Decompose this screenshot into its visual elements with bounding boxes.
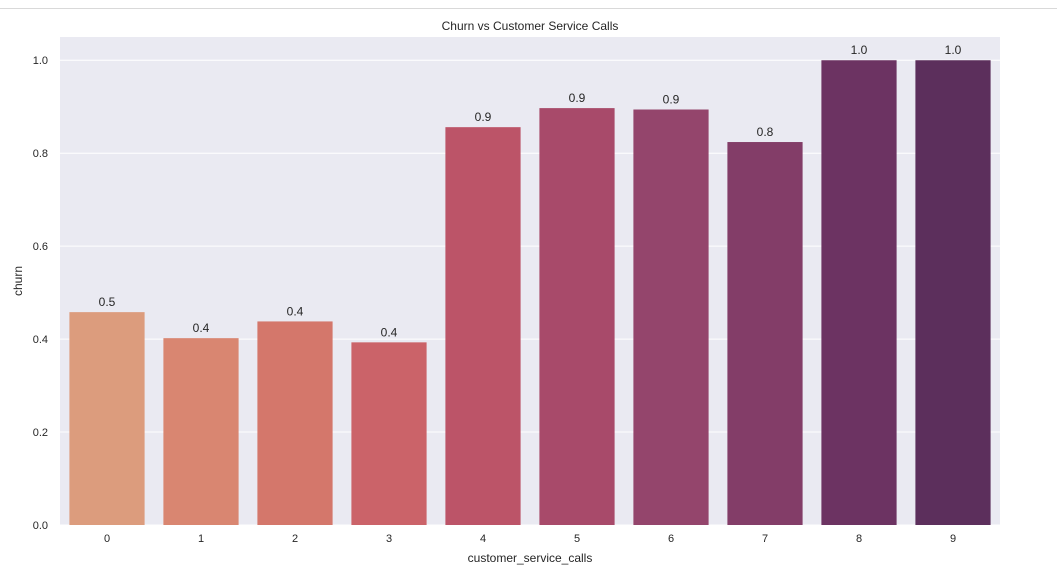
bar-value-label: 0.4 [381,325,398,339]
bar-value-label: 0.8 [757,125,774,139]
window-top-strip [0,0,1057,9]
bar-value-label: 0.9 [569,91,586,105]
bar [69,312,145,525]
y-tick-label: 0.2 [33,427,48,439]
bar [633,109,709,525]
y-tick-label: 0.0 [33,520,48,532]
bar [163,338,239,525]
y-tick-labels: 0.0 0.2 0.4 0.6 0.8 1.0 [33,55,48,532]
x-tick-label: 4 [480,533,486,545]
y-tick-label: 1.0 [33,55,48,67]
bar [257,321,333,525]
bar-value-label: 0.5 [99,295,116,309]
x-tick-label: 9 [950,533,956,545]
x-tick-labels: 0 1 2 3 4 5 6 7 8 9 [104,533,956,545]
x-tick-label: 2 [292,533,298,545]
bar-value-label: 0.9 [663,93,680,107]
chart-title: Churn vs Customer Service Calls [442,19,619,33]
x-axis-label: customer_service_calls [468,551,593,565]
bar-value-label: 0.4 [193,321,210,335]
bar [821,60,897,525]
y-tick-label: 0.6 [33,241,48,253]
y-tick-label: 0.4 [33,334,48,346]
bar-value-label: 1.0 [851,43,868,57]
x-tick-label: 7 [762,533,768,545]
bar-value-label: 0.9 [475,110,492,124]
x-tick-label: 8 [856,533,862,545]
bar [915,60,991,525]
bar-value-label: 1.0 [945,43,962,57]
y-tick-label: 0.8 [33,148,48,160]
bar [539,108,615,525]
bar [351,342,427,525]
x-tick-label: 1 [198,533,204,545]
bar [445,127,521,525]
bar [727,142,803,525]
bars [69,60,991,525]
x-tick-label: 5 [574,533,580,545]
x-tick-label: 0 [104,533,110,545]
data-labels: 0.5 0.4 0.4 0.4 0.9 0.9 0.9 0.8 1.0 1.0 [99,43,962,339]
y-axis-label: churn [11,266,25,296]
bar-value-label: 0.4 [287,304,304,318]
x-tick-label: 3 [386,533,392,545]
x-tick-label: 6 [668,533,674,545]
